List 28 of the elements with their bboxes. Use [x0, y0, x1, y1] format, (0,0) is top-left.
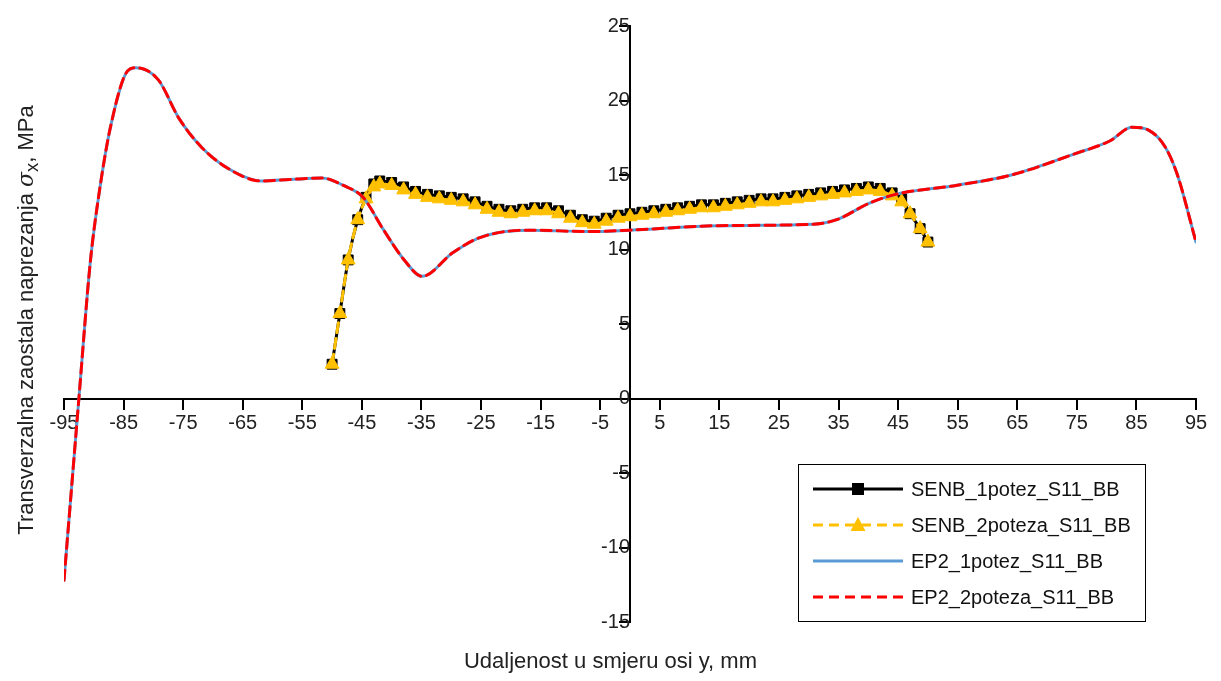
x-tick-label: -55	[287, 411, 317, 434]
x-tick-label: -35	[407, 411, 436, 434]
x-tick-label: 5	[654, 411, 666, 434]
legend-label: EP2_2poteza_S11_BB	[911, 585, 1115, 609]
x-tick-label: 55	[946, 411, 969, 434]
x-tick-label: 65	[1006, 411, 1029, 434]
x-tick-label: 45	[886, 411, 910, 434]
legend-label: EP2_1potez_S11_BB	[911, 549, 1104, 573]
legend-label: SENB_2poteza_S11_BB	[911, 513, 1131, 537]
y-tick-label: 15	[607, 162, 630, 185]
y-tick-label: -15	[601, 609, 630, 632]
x-axis-title: Udaljenost u smjeru osi y, mm	[463, 648, 758, 674]
y-tick-label: 20	[607, 88, 630, 111]
x-tick-label: 15	[708, 411, 731, 434]
x-tick-label: -75	[168, 411, 198, 434]
x-tick-label: -15	[526, 411, 556, 434]
x-tick-label: -85	[109, 411, 139, 434]
x-tick-label: -45	[347, 411, 377, 434]
legend-label: SENB_1potez_S11_BB	[911, 477, 1120, 501]
x-tick-label: 85	[1125, 411, 1148, 434]
x-tick-label: 25	[767, 411, 791, 434]
x-tick-label: -25	[466, 411, 496, 434]
x-tick-label: 35	[827, 411, 850, 434]
y-tick-label: 25	[607, 13, 630, 36]
y-tick-label: 10	[607, 237, 630, 260]
x-tick-label: 75	[1065, 411, 1088, 434]
x-tick-label: 95	[1184, 411, 1208, 434]
x-tick-label: -65	[228, 411, 258, 434]
